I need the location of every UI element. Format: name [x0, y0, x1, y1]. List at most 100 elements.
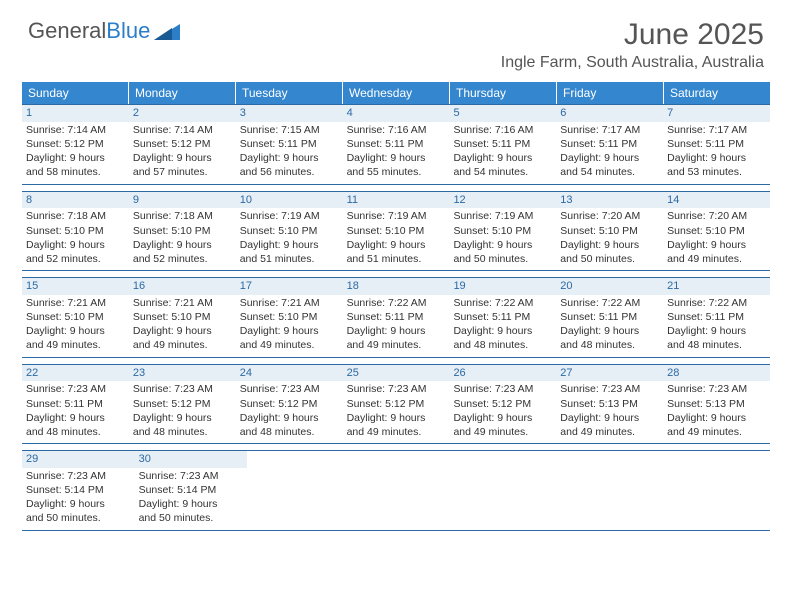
sunset-text: Sunset: 5:11 PM [26, 397, 125, 411]
daylight-text: Daylight: 9 hours [240, 151, 339, 165]
week-row: 1Sunrise: 7:14 AMSunset: 5:12 PMDaylight… [22, 104, 770, 185]
day-number: 28 [663, 365, 770, 382]
day-header-wednesday: Wednesday [343, 82, 450, 104]
daylight-text: Daylight: 9 hours [453, 324, 552, 338]
daylight-text: and 49 minutes. [667, 425, 766, 439]
sunset-text: Sunset: 5:14 PM [139, 483, 244, 497]
sunrise-text: Sunrise: 7:19 AM [347, 209, 446, 223]
daylight-text: and 50 minutes. [453, 252, 552, 266]
day-number: 20 [556, 278, 663, 295]
day-number: 24 [236, 365, 343, 382]
daylight-text: Daylight: 9 hours [560, 411, 659, 425]
sunset-text: Sunset: 5:12 PM [133, 137, 232, 151]
sunset-text: Sunset: 5:13 PM [560, 397, 659, 411]
daylight-text: Daylight: 9 hours [347, 151, 446, 165]
daylight-text: Daylight: 9 hours [453, 411, 552, 425]
day-cell: 25Sunrise: 7:23 AMSunset: 5:12 PMDayligh… [343, 365, 450, 444]
daylight-text: Daylight: 9 hours [26, 324, 125, 338]
sunset-text: Sunset: 5:11 PM [240, 137, 339, 151]
daylight-text: and 49 minutes. [667, 252, 766, 266]
sunset-text: Sunset: 5:10 PM [240, 310, 339, 324]
sunset-text: Sunset: 5:11 PM [560, 310, 659, 324]
daylight-text: and 50 minutes. [560, 252, 659, 266]
day-cell: 21Sunrise: 7:22 AMSunset: 5:11 PMDayligh… [663, 278, 770, 357]
day-cell: 12Sunrise: 7:19 AMSunset: 5:10 PMDayligh… [449, 192, 556, 271]
week-row: 29Sunrise: 7:23 AMSunset: 5:14 PMDayligh… [22, 450, 770, 531]
weeks-container: 1Sunrise: 7:14 AMSunset: 5:12 PMDaylight… [22, 104, 770, 531]
day-header-friday: Friday [557, 82, 664, 104]
sunset-text: Sunset: 5:11 PM [667, 310, 766, 324]
logo-triangle-icon [154, 22, 180, 40]
daylight-text: and 54 minutes. [453, 165, 552, 179]
day-cell: 17Sunrise: 7:21 AMSunset: 5:10 PMDayligh… [236, 278, 343, 357]
daylight-text: and 49 minutes. [560, 425, 659, 439]
daylight-text: Daylight: 9 hours [133, 411, 232, 425]
day-header-saturday: Saturday [664, 82, 770, 104]
daylight-text: and 54 minutes. [560, 165, 659, 179]
logo-word1: General [28, 18, 106, 44]
daylight-text: Daylight: 9 hours [240, 411, 339, 425]
sunset-text: Sunset: 5:10 PM [667, 224, 766, 238]
sunset-text: Sunset: 5:10 PM [26, 310, 125, 324]
header: GeneralBlue June 2025 Ingle Farm, South … [0, 0, 792, 76]
sunrise-text: Sunrise: 7:17 AM [667, 123, 766, 137]
day-number: 26 [449, 365, 556, 382]
day-number: 14 [663, 192, 770, 209]
day-cell: 3Sunrise: 7:15 AMSunset: 5:11 PMDaylight… [236, 105, 343, 184]
day-cell: 15Sunrise: 7:21 AMSunset: 5:10 PMDayligh… [22, 278, 129, 357]
day-number: 16 [129, 278, 236, 295]
day-number: 30 [135, 451, 248, 468]
day-number: 25 [343, 365, 450, 382]
daylight-text: and 56 minutes. [240, 165, 339, 179]
sunrise-text: Sunrise: 7:17 AM [560, 123, 659, 137]
day-cell: 26Sunrise: 7:23 AMSunset: 5:12 PMDayligh… [449, 365, 556, 444]
sunset-text: Sunset: 5:10 PM [347, 224, 446, 238]
daylight-text: Daylight: 9 hours [560, 324, 659, 338]
day-cell: 4Sunrise: 7:16 AMSunset: 5:11 PMDaylight… [343, 105, 450, 184]
daylight-text: Daylight: 9 hours [240, 324, 339, 338]
sunrise-text: Sunrise: 7:21 AM [240, 296, 339, 310]
sunrise-text: Sunrise: 7:19 AM [453, 209, 552, 223]
day-cell: 28Sunrise: 7:23 AMSunset: 5:13 PMDayligh… [663, 365, 770, 444]
daylight-text: Daylight: 9 hours [667, 411, 766, 425]
day-cell: 29Sunrise: 7:23 AMSunset: 5:14 PMDayligh… [22, 451, 135, 530]
daylight-text: Daylight: 9 hours [26, 411, 125, 425]
daylight-text: Daylight: 9 hours [453, 238, 552, 252]
daylight-text: and 49 minutes. [453, 425, 552, 439]
day-number: 21 [663, 278, 770, 295]
sunrise-text: Sunrise: 7:19 AM [240, 209, 339, 223]
sunset-text: Sunset: 5:11 PM [347, 137, 446, 151]
sunrise-text: Sunrise: 7:18 AM [133, 209, 232, 223]
day-number: 5 [449, 105, 556, 122]
day-number: 9 [129, 192, 236, 209]
daylight-text: and 48 minutes. [240, 425, 339, 439]
week-row: 22Sunrise: 7:23 AMSunset: 5:11 PMDayligh… [22, 364, 770, 445]
daylight-text: Daylight: 9 hours [347, 411, 446, 425]
sunset-text: Sunset: 5:14 PM [26, 483, 131, 497]
daylight-text: Daylight: 9 hours [133, 151, 232, 165]
day-number: 3 [236, 105, 343, 122]
day-cell: 19Sunrise: 7:22 AMSunset: 5:11 PMDayligh… [449, 278, 556, 357]
daylight-text: Daylight: 9 hours [453, 151, 552, 165]
empty-cell [665, 451, 770, 530]
week-row: 15Sunrise: 7:21 AMSunset: 5:10 PMDayligh… [22, 277, 770, 358]
daylight-text: and 51 minutes. [347, 252, 446, 266]
sunset-text: Sunset: 5:10 PM [133, 310, 232, 324]
logo-word2: Blue [106, 18, 150, 44]
sunrise-text: Sunrise: 7:23 AM [667, 382, 766, 396]
sunrise-text: Sunrise: 7:22 AM [560, 296, 659, 310]
day-cell: 22Sunrise: 7:23 AMSunset: 5:11 PMDayligh… [22, 365, 129, 444]
sunset-text: Sunset: 5:11 PM [453, 137, 552, 151]
daylight-text: Daylight: 9 hours [139, 497, 244, 511]
day-cell: 27Sunrise: 7:23 AMSunset: 5:13 PMDayligh… [556, 365, 663, 444]
day-cell: 5Sunrise: 7:16 AMSunset: 5:11 PMDaylight… [449, 105, 556, 184]
daylight-text: Daylight: 9 hours [133, 324, 232, 338]
daylight-text: and 48 minutes. [560, 338, 659, 352]
day-number: 7 [663, 105, 770, 122]
logo: GeneralBlue [28, 18, 180, 44]
sunrise-text: Sunrise: 7:14 AM [133, 123, 232, 137]
day-number: 18 [343, 278, 450, 295]
daylight-text: Daylight: 9 hours [347, 324, 446, 338]
location: Ingle Farm, South Australia, Australia [501, 54, 764, 72]
daylight-text: and 49 minutes. [347, 425, 446, 439]
